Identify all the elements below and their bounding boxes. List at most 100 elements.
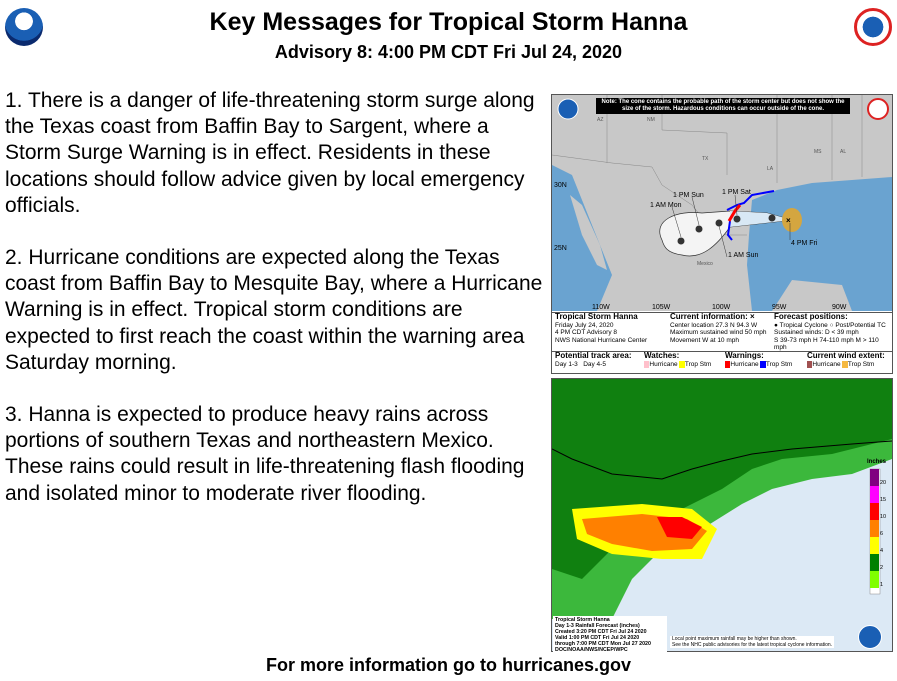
rain-legend-item: 15	[870, 486, 894, 503]
rainfall-map	[552, 379, 892, 651]
rain-legend-tick: 6	[880, 531, 884, 537]
current-info-title: Current information: ×	[670, 312, 755, 321]
noaa-logo	[5, 8, 43, 46]
noaa-logo-small	[557, 98, 579, 120]
baja	[570, 195, 607, 270]
caption-line: DOC/NOAA/NWS/NCEP/WPC	[555, 647, 628, 653]
rain-legend-tick: 10	[880, 514, 887, 520]
coastline	[552, 440, 892, 480]
rain-legend-swatch	[870, 486, 879, 503]
cone-map: AZ NM TX LA MS AL Mexico × 4 PM Fri 1 PM…	[552, 95, 892, 311]
rain-legend-item: 4	[870, 537, 894, 554]
current-position-marker: ×	[786, 216, 791, 225]
track-cone-day13	[730, 211, 792, 227]
warnings-title: Warnings:	[725, 351, 764, 360]
disclaimer-line: See the NHC public advisories for the la…	[672, 642, 833, 648]
label-1am-mon: 1 AM Mon	[650, 202, 682, 209]
rain-legend-item: 20	[870, 469, 894, 486]
country-label-mexico: Mexico	[697, 261, 713, 267]
state-label-tx: TX	[702, 156, 709, 162]
hurricane-warning-line	[727, 204, 742, 222]
rain-legend-tick: 20	[880, 480, 887, 486]
storm-title: Tropical Storm Hanna	[555, 312, 638, 321]
forecast-legend-1: ● Tropical Cyclone ○ Post/Potential TC	[774, 321, 886, 329]
ts-warning-line-south	[726, 220, 733, 241]
rain-legend-item: 1	[870, 571, 894, 588]
day13-label: Day 1-3	[555, 360, 578, 368]
rain-legend-tick: 1	[880, 582, 884, 588]
rain-legend-swatch	[870, 554, 879, 571]
hurricane-wind-label: Hurricane	[812, 360, 841, 368]
label-1am-sun: 1 AM Sun	[728, 252, 758, 259]
rain-10in	[657, 517, 702, 539]
ts-warning-line-north	[726, 190, 775, 211]
label-1pm-sat: 1 PM Sat	[722, 189, 751, 196]
lat-label-25n: 25N	[554, 245, 567, 252]
lon-label-90w: 90W	[832, 304, 847, 311]
key-messages: 1. There is a danger of life-threatening…	[5, 88, 545, 533]
rain-legend-swatch	[870, 503, 879, 520]
caption-line: Created 3:20 PM CDT Fri Jul 24 2020	[555, 629, 647, 635]
caption-line: Day 1-3 Rainfall Forecast (inches)	[555, 623, 640, 629]
storm-info-panel: Tropical Storm Hanna Friday July 24, 2020…	[552, 312, 892, 351]
rain-legend-tick: 15	[880, 497, 887, 503]
rain-legend-tick: 4	[880, 548, 884, 554]
lon-label-105w: 105W	[652, 304, 671, 311]
rain-legend: 20 15 10 6 4 2 1	[870, 469, 894, 588]
rain-legend-title: Inches	[867, 459, 887, 465]
wind-extent-title: Current wind extent:	[807, 351, 885, 360]
rain-legend-swatch	[870, 469, 879, 486]
forecast-points	[677, 214, 776, 245]
hurricane-warning-label: Hurricane	[730, 360, 759, 368]
rain-legend-item: 2	[870, 554, 894, 571]
forecast-legend-2: Sustained winds: D < 39 mph	[774, 329, 859, 336]
gulf-of-mexico	[747, 177, 892, 311]
key-message-1: 1. There is a danger of life-threatening…	[5, 89, 535, 217]
caption-line: through 7:00 PM CDT Mon Jul 27 2020	[555, 641, 651, 647]
storm-advisory: 4 PM CDT Advisory 8	[555, 329, 618, 336]
movement: Movement W at 10 mph	[670, 336, 739, 344]
label-1pm-sun: 1 PM Sun	[673, 192, 704, 199]
watches-title: Watches:	[644, 351, 680, 360]
rain-caption: Tropical Storm Hanna Day 1-3 Rainfall Fo…	[553, 616, 667, 654]
nws-logo-small	[867, 98, 889, 120]
legend-panel: Potential track area: Day 1-3 Day 4-5 Wat…	[552, 351, 892, 374]
center-location: Center location 27.3 N 94.3 W	[670, 321, 758, 329]
rain-legend-swatch	[870, 537, 879, 554]
key-message-2: 2. Hurricane conditions are expected alo…	[5, 246, 543, 374]
lon-label-95w: 95W	[772, 304, 787, 311]
label-4pm-fri: 4 PM Fri	[791, 240, 818, 247]
forecast-positions-title: Forecast positions:	[774, 312, 848, 321]
max-wind: Maximum sustained wind 50 mph	[670, 329, 767, 336]
nws-logo	[854, 8, 892, 46]
lon-label-100w: 100W	[712, 304, 731, 311]
noaa-logo-rain	[858, 625, 882, 649]
track-area-title: Potential track area:	[555, 351, 632, 360]
lat-label-30n: 30N	[554, 182, 567, 189]
state-label-nm: NM	[647, 117, 655, 123]
rain-legend-tick: 2	[880, 565, 884, 571]
disclaimer-line: Local point maximum rainfall may be high…	[672, 636, 797, 642]
rainfall-forecast-graphic: Inches 20 15 10 6 4 2 1 Tropical Storm Hanna D…	[551, 378, 894, 654]
ts-warning-label: Trop Stm	[765, 360, 793, 368]
caption-line: Tropical Storm Hanna	[555, 617, 610, 623]
footer-link-text: For more information go to hurricanes.go…	[265, 655, 632, 675]
storm-date: Friday July 24, 2020	[555, 321, 614, 329]
rain-legend-swatch	[870, 520, 879, 537]
page-title: Key Messages for Tropical Storm Hanna	[209, 8, 688, 36]
cone-note: Note: The cone contains the probable pat…	[596, 98, 850, 114]
ts-wind-label: Trop Stm	[847, 360, 875, 368]
rain-legend-swatch	[870, 571, 879, 588]
forecast-cone-graphic: AZ NM TX LA MS AL Mexico × 4 PM Fri 1 PM…	[551, 94, 893, 374]
state-label-la: LA	[767, 166, 774, 172]
storm-agency: NWS National Hurricane Center	[555, 336, 648, 344]
forecast-legend-3: S 39-73 mph H 74-110 mph M > 110 mph	[774, 336, 879, 352]
rain-legend-item: 10	[870, 503, 894, 520]
wind-extent	[782, 208, 802, 232]
key-message-3: 3. Hanna is expected to produce heavy ra…	[5, 403, 525, 505]
day45-label: Day 4-5	[583, 360, 606, 368]
rain-legend-item: 6	[870, 520, 894, 537]
rain-disclaimer: Local point maximum rainfall may be high…	[670, 636, 835, 648]
advisory-subtitle: Advisory 8: 4:00 PM CDT Fri Jul 24, 2020	[274, 42, 623, 62]
pacific-ocean	[552, 165, 612, 311]
